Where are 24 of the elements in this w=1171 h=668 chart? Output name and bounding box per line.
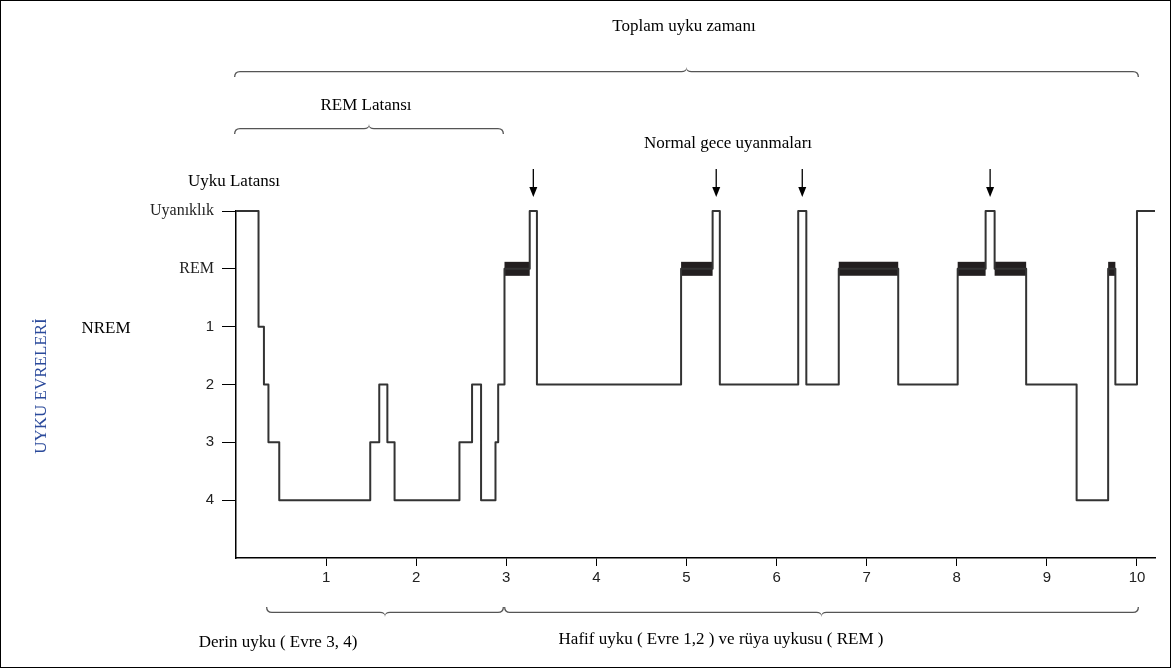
y-tick-label: REM [179, 259, 214, 277]
x-tick-label: 8 [952, 568, 961, 586]
text: Uyku Latansı [187, 171, 281, 191]
y-tick-label: 4 [205, 490, 214, 508]
y-tick-label: 1 [205, 316, 214, 334]
x-tick-label: 4 [592, 568, 601, 586]
text: Hafif uyku ( Evre 1,2 ) ve rüya uykusu ( REM ) [558, 629, 884, 649]
x-tick-label: 9 [1042, 568, 1052, 586]
y-tick-label: 3 [205, 432, 214, 450]
x-tick-label: 1 [321, 568, 331, 586]
x-tick-label: 10 [1128, 568, 1146, 586]
text: Toplam uyku zamanı [612, 16, 756, 36]
x-tick-label: 5 [682, 568, 691, 586]
x-tick-label: 6 [772, 568, 781, 586]
text: Derin uyku ( Evre 3, 4) [198, 632, 358, 652]
y-tick-label: Uyanıklık [150, 201, 214, 220]
text: Normal gece uyanmaları [643, 133, 813, 153]
text: NREM [81, 318, 131, 338]
text: REM Latansı [320, 95, 412, 115]
y-tick-label: 2 [205, 374, 214, 392]
x-tick-label: 7 [862, 568, 871, 586]
text: UYKU EVRELERİ [31, 318, 51, 454]
x-tick-label: 3 [502, 568, 511, 586]
x-tick-label: 2 [412, 568, 421, 586]
